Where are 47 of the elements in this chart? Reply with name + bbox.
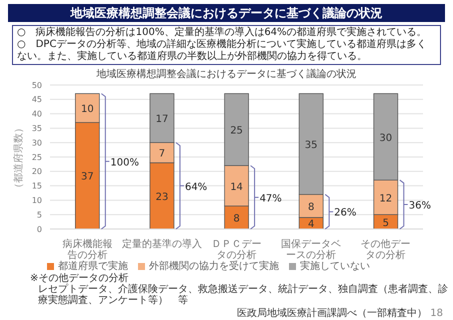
annotation: 26% [334,208,356,219]
x-tick-label: 国保データベースの分析 [281,239,342,261]
y-tick-label: 50 [32,80,42,90]
text: 地域医療構想調整会議におけるデータに基づく議論の状況 [8,4,445,22]
chart-title: 地域医療構想調整会議におけるデータに基づく議論の状況 [96,68,358,81]
x-tick-label: 定量的基準の導入 [122,238,202,250]
y-tick-label: 5 [36,210,42,220]
text: ○ DPCデータの分析等、地域の詳細な医療機能分析について実施している都道府県は多くない。また、実施している都道府県の半数以上が外部機関の協力を得ている。 [17,39,428,63]
text: ○ 病床機能報告の分析は100%、定量的基準の導入は64%の都道府県で実施されている。 [17,27,428,38]
data-label: 30 [379,132,392,144]
data-label: 37 [80,172,94,183]
data-label: 7 [158,148,166,160]
y-tick-label: 25 [32,152,42,162]
y-tick-label: 20 [32,167,42,176]
text: 18 [430,308,443,319]
y-tick-label: 15 [32,182,42,191]
y-tick-label: 0 [36,224,42,234]
data-label: 12 [379,193,392,204]
data-label: 35 [304,140,318,152]
data-label: 14 [230,182,243,193]
y-axis-title: （都道府県数） [12,123,25,193]
data-label: 8 [308,202,314,213]
annotation: 64% [184,182,208,193]
legend-label: 実施していない [300,261,370,272]
data-label: 23 [156,192,168,203]
annotation: 47% [260,193,282,204]
legend-label: 外部機関の協力を受けて実施 [149,261,279,272]
x-tick-label: ＤＰＣデータの分析 [212,239,262,261]
y-tick-label: 30 [32,138,42,148]
y-tick-label: 40 [32,110,42,119]
text: 医政局地域医療計画課調べ（一部精査中） [237,308,428,319]
y-tick-label: 45 [32,95,42,104]
annotation: 100% [110,157,139,168]
y-tick-label: 10 [32,196,42,206]
y-tick-label: 35 [32,124,42,134]
x-tick-label: その他データの分析 [360,238,411,261]
data-label: 17 [156,114,168,126]
data-label: 8 [233,213,240,224]
data-label: 5 [382,218,389,229]
x-tick-label: 病床機能報告の分析 [62,238,112,261]
legend-label: 都道府県で実施 [58,261,128,272]
data-label: 10 [80,104,94,116]
data-label: 25 [230,126,243,137]
annotation: 36% [408,200,431,212]
text: レセプトデータ、介護保険データ、救急搬送データ、統計データ、独自調査（患者調査、診療実態調査、アンケート等） 等 [38,284,448,306]
text: ※その他データの分析 [30,273,128,284]
data-label: 4 [308,219,314,230]
